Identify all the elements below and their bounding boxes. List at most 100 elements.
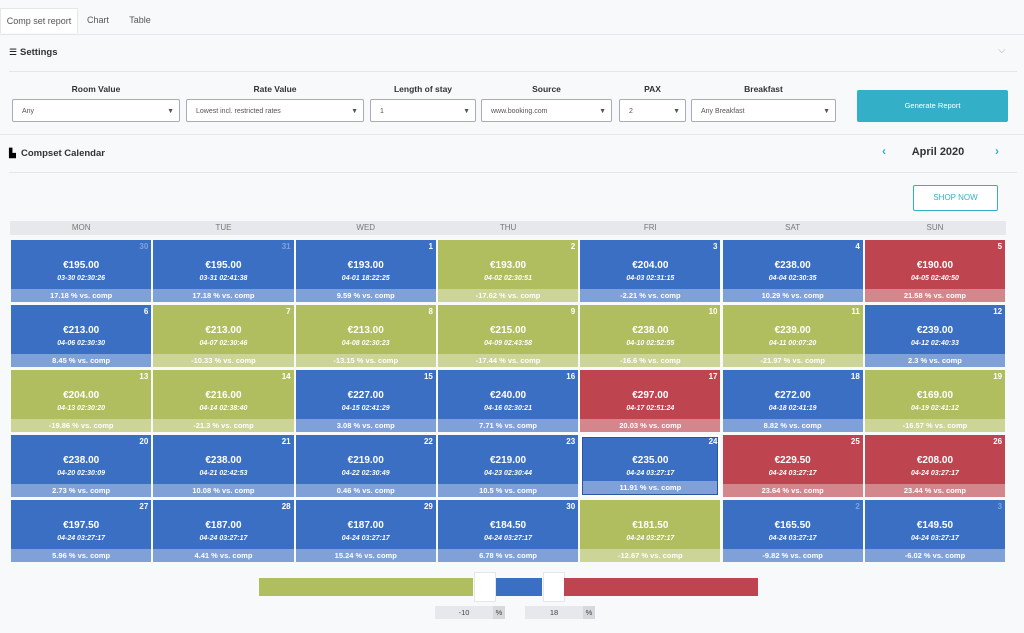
timestamp: 04-20 02:30:09 <box>57 470 106 477</box>
diff-vs-comp: 4.41 % vs. comp <box>153 549 294 562</box>
day-number: 25 <box>850 437 860 446</box>
tab[interactable]: Chart <box>86 15 109 25</box>
timestamp: 04-21 02:42:53 <box>199 470 248 477</box>
day-cell[interactable]: 21 €238.00 04-21 02:42:53 10.08 % vs. comp <box>153 435 294 497</box>
diff-vs-comp: -16.6 % vs. comp <box>580 354 721 367</box>
price: €165.50 <box>774 520 811 531</box>
price: €193.00 <box>489 260 527 271</box>
filter-select[interactable]: Lowest incl. restricted rates <box>186 99 364 123</box>
filter-select[interactable]: 1 <box>370 99 476 123</box>
day-cell[interactable]: 28 €187.00 04-24 03:27:17 4.41 % vs. comp <box>153 500 294 562</box>
day-cell[interactable]: 27 €197.50 04-24 03:27:17 5.96 % vs. comp <box>11 500 152 562</box>
month-label: April 2020 <box>911 146 965 158</box>
price: €213.00 <box>347 325 384 336</box>
timestamp: 04-19 02:41:12 <box>911 405 959 412</box>
day-cell[interactable]: 30 €184.50 04-24 03:27:17 6.78 % vs. comp <box>437 500 579 562</box>
price: €149.50 <box>916 520 954 531</box>
day-cell[interactable]: 17 €297.00 04-17 02:51:24 20.03 % vs. comp <box>580 370 721 432</box>
day-cell[interactable]: 2 €165.50 04-24 03:27:17 -9.82 % vs. comp <box>722 500 863 562</box>
day-cell[interactable]: 9 €215.00 04-09 02:43:58 -17.44 % vs. comp <box>437 305 579 367</box>
weekday-label: MON <box>71 223 91 232</box>
timestamp: 04-15 02:41:29 <box>341 405 390 412</box>
timestamp: 04-24 03:27:17 <box>341 535 390 542</box>
calendar-icon: ▙ <box>9 148 16 158</box>
price: €193.00 <box>347 260 384 271</box>
price: €240.00 <box>489 390 527 401</box>
day-cell[interactable]: 19 €169.00 04-19 02:41:12 -16.57 % vs. comp <box>864 370 1006 432</box>
diff-vs-comp: 3.08 % vs. comp <box>295 419 436 432</box>
day-cell[interactable]: 31 €195.00 03-31 02:41:38 17.18 % vs. comp <box>153 240 294 302</box>
timestamp: 04-06 02:30:30 <box>57 340 106 347</box>
tab[interactable]: Table <box>129 15 151 25</box>
day-cell[interactable]: €181.50 04-24 03:27:17 -12.67 % vs. comp <box>580 500 721 562</box>
prev-month[interactable]: ‹ <box>882 144 886 158</box>
day-number: 20 <box>139 437 149 446</box>
threshold-input[interactable]: -10 <box>435 606 493 619</box>
day-cell[interactable]: 16 €240.00 04-16 02:30:21 7.71 % vs. comp <box>437 370 579 432</box>
day-cell[interactable]: 23 €219.00 04-23 02:30:44 10.5 % vs. comp <box>437 435 579 497</box>
day-cell[interactable]: 3 €149.50 04-24 03:27:17 -6.02 % vs. comp <box>864 500 1006 562</box>
legend-handle[interactable] <box>543 572 565 602</box>
day-cell[interactable]: 14 €216.00 04-14 02:38:40 -21.3 % vs. comp <box>153 370 294 432</box>
filter-label: Room Value <box>71 84 121 94</box>
day-cell[interactable]: 1 €193.00 04-01 18:22:25 9.59 % vs. comp <box>295 240 436 302</box>
day-number: 31 <box>281 242 291 251</box>
day-cell[interactable]: 6 €213.00 04-06 02:30:30 8.45 % vs. comp <box>11 305 152 367</box>
legend-handle[interactable] <box>474 572 496 602</box>
shop-now-button[interactable]: SHOP NOW <box>913 185 998 211</box>
price: €219.00 <box>489 455 527 466</box>
price: €195.00 <box>205 260 242 271</box>
settings-title: Settings <box>20 47 58 58</box>
threshold-input[interactable]: 18 <box>525 606 583 619</box>
price: €208.00 <box>916 455 954 466</box>
day-cell[interactable]: 12 €239.00 04-12 02:40:33 2.3 % vs. comp <box>864 305 1006 367</box>
generate-button[interactable]: Generate Report <box>857 90 1008 122</box>
price: €238.00 <box>205 455 242 466</box>
diff-vs-comp: 21.58 % vs. comp <box>864 289 1006 302</box>
day-number: 17 <box>708 372 718 381</box>
divider <box>9 172 1017 173</box>
timestamp: 04-01 18:22:25 <box>341 275 390 282</box>
diff-vs-comp: 0.46 % vs. comp <box>295 484 436 497</box>
day-cell[interactable]: 10 €238.00 04-10 02:52:55 -16.6 % vs. comp <box>580 305 721 367</box>
day-cell[interactable]: 18 €272.00 04-18 02:41:19 8.82 % vs. comp <box>722 370 863 432</box>
diff-vs-comp: -6.02 % vs. comp <box>864 549 1006 562</box>
price: €235.00 <box>632 455 669 466</box>
day-cell[interactable]: 25 €229.50 04-24 03:27:17 23.64 % vs. comp <box>722 435 863 497</box>
weekday-label: TUE <box>215 223 232 232</box>
day-cell[interactable]: 5 €190.00 04-05 02:40:50 21.58 % vs. comp <box>864 240 1006 302</box>
day-cell[interactable]: 7 €213.00 04-07 02:30:46 -10.33 % vs. comp <box>153 305 294 367</box>
tab[interactable]: Comp set report <box>0 8 78 33</box>
day-cell[interactable]: 11 €239.00 04-11 00:07:20 -21.97 % vs. comp <box>722 305 863 367</box>
day-cell[interactable]: 20 €238.00 04-20 02:30:09 2.73 % vs. comp <box>11 435 152 497</box>
day-cell[interactable]: 26 €208.00 04-24 03:27:17 23.44 % vs. comp <box>864 435 1006 497</box>
collapse-icon[interactable]: ⌵ <box>998 45 1006 56</box>
next-month[interactable]: › <box>995 144 999 158</box>
filter-select[interactable]: Any Breakfast <box>691 99 836 123</box>
filter-select[interactable]: www.booking.com <box>481 99 612 123</box>
filter-select[interactable]: Any <box>12 99 180 123</box>
price: €184.50 <box>489 520 527 531</box>
day-cell[interactable]: 3 €204.00 04-03 02:31:15 -2.21 % vs. comp <box>580 240 721 302</box>
divider <box>0 134 1024 135</box>
day-cell[interactable]: 8 €213.00 04-08 02:30:23 -13.15 % vs. comp <box>295 305 436 367</box>
diff-vs-comp: -21.97 % vs. comp <box>722 354 863 367</box>
diff-vs-comp: -21.3 % vs. comp <box>153 419 294 432</box>
day-cell[interactable]: 24 €235.00 04-24 03:27:17 11.91 % vs. comp <box>580 435 721 497</box>
day-cell[interactable]: 4 €238.00 04-04 02:30:35 10.29 % vs. comp <box>722 240 863 302</box>
timestamp: 04-23 02:30:44 <box>484 470 532 477</box>
day-number: 15 <box>423 372 433 381</box>
price: €239.00 <box>774 325 811 336</box>
day-cell[interactable]: 30 €195.00 03-30 02:30:26 17.18 % vs. comp <box>11 240 152 302</box>
timestamp: 04-08 02:30:23 <box>341 340 390 347</box>
day-number: 2 <box>855 502 860 511</box>
day-cell[interactable]: 15 €227.00 04-15 02:41:29 3.08 % vs. comp <box>295 370 436 432</box>
day-cell[interactable]: 13 €204.00 04-13 02:30:20 -19.86 % vs. comp <box>11 370 152 432</box>
filter-select[interactable]: 2 <box>619 99 686 123</box>
price: €204.00 <box>63 390 100 401</box>
timestamp: 04-09 02:43:58 <box>484 340 532 347</box>
day-cell[interactable]: 29 €187.00 04-24 03:27:17 15.24 % vs. comp <box>295 500 436 562</box>
day-cell[interactable]: 22 €219.00 04-22 02:30:49 0.46 % vs. comp <box>295 435 436 497</box>
diff-vs-comp: 10.29 % vs. comp <box>722 289 863 302</box>
day-cell[interactable]: 2 €193.00 04-02 02:30:51 -17.62 % vs. comp <box>437 240 579 302</box>
